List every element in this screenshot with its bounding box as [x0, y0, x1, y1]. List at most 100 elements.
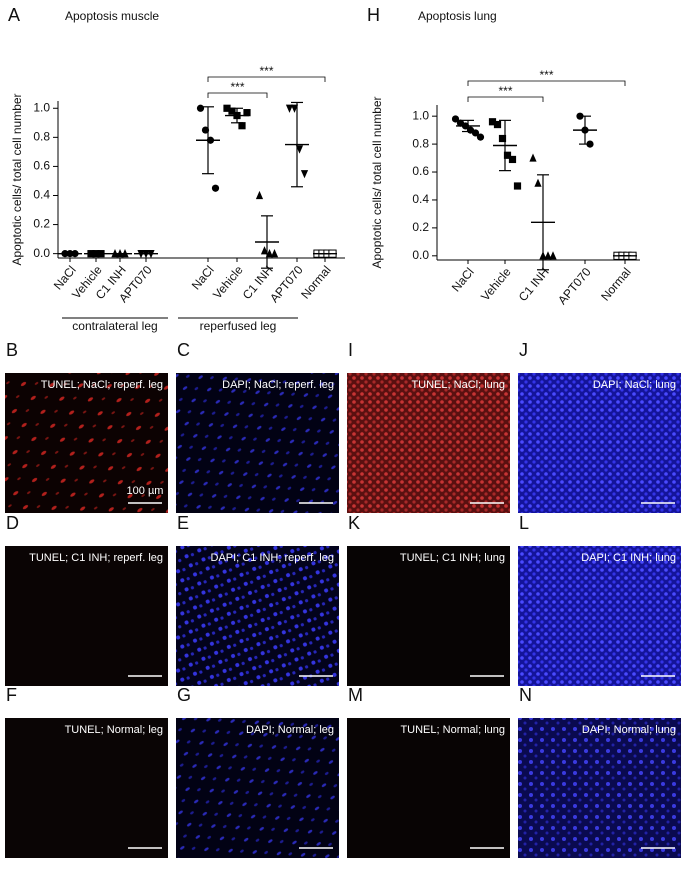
data-point — [255, 190, 264, 200]
x-tick-label: NaCl — [189, 263, 217, 292]
y-tick-label: 0.6 — [33, 159, 50, 173]
data-point — [238, 122, 246, 130]
data-point — [228, 107, 236, 115]
data-point — [270, 249, 279, 258]
group-label: contralateral leg — [72, 319, 157, 333]
data-point — [544, 251, 552, 260]
data-point — [534, 178, 542, 187]
x-tick-label: Normal — [598, 265, 634, 304]
panel-letter: N — [519, 685, 532, 705]
y-tick-label: 0.8 — [33, 130, 50, 144]
data-point — [488, 118, 497, 126]
y-tick-label: 0.4 — [412, 192, 429, 206]
significance-label: *** — [498, 84, 512, 98]
significance-bracket — [207, 76, 326, 82]
y-axis-label: Apoptotic cells/ total cell number — [370, 96, 384, 268]
data-point — [223, 104, 231, 112]
y-tick-label: 0.2 — [33, 217, 50, 231]
panel-letter: K — [348, 513, 360, 533]
micrograph — [5, 718, 168, 858]
significance-label: *** — [539, 68, 553, 82]
data-point — [211, 184, 220, 192]
x-tick-label: Vehicle — [478, 265, 514, 304]
x-tick-label: APT070 — [555, 265, 594, 307]
micrograph-caption: DAPI; NaCl; reperf. leg — [222, 379, 334, 391]
data-point — [549, 251, 557, 260]
data-point — [290, 104, 299, 113]
micrograph-caption: TUNEL; C1 INH; reperf. leg — [29, 552, 163, 564]
panel-letter: C — [177, 340, 190, 360]
scale-label: 100 µm — [127, 485, 164, 497]
data-point — [529, 153, 537, 162]
panel-letter: A — [8, 5, 20, 25]
micrograph — [347, 373, 510, 513]
significance-bracket — [467, 80, 626, 86]
data-point — [260, 246, 269, 255]
data-point — [295, 145, 304, 154]
micrograph — [176, 718, 339, 858]
data-point — [493, 120, 502, 129]
y-tick-label: 0.8 — [412, 136, 429, 150]
panel-letter: D — [6, 513, 19, 533]
x-tick-label: C1 INH — [516, 265, 552, 304]
y-tick-label: 0.4 — [33, 188, 50, 202]
micrograph-caption: DAPI; C1 INH; lung — [581, 552, 676, 564]
y-tick-label: 0.0 — [33, 246, 50, 260]
y-tick-label: 0.0 — [412, 248, 429, 262]
micrograph-caption: TUNEL; C1 INH; lung — [400, 552, 505, 564]
panel-letter: J — [519, 340, 528, 360]
data-point — [243, 109, 251, 117]
x-tick-label: NaCl — [449, 265, 477, 294]
data-point — [265, 249, 274, 258]
panel-letter: I — [348, 340, 353, 360]
panel-letter: G — [177, 685, 191, 705]
significance-label: *** — [259, 64, 273, 78]
data-point — [476, 133, 485, 141]
significance-label: *** — [230, 80, 244, 94]
significance-bracket — [207, 92, 268, 98]
data-point — [201, 126, 210, 134]
data-point — [503, 151, 512, 159]
panel-letter: E — [177, 513, 189, 533]
micrograph — [518, 373, 681, 513]
x-tick-label: Normal — [298, 263, 334, 302]
panel-letter: B — [6, 340, 18, 360]
micrograph-caption: TUNEL; Normal; leg — [65, 724, 163, 736]
group-label: reperfused leg — [200, 319, 277, 333]
data-point — [451, 115, 460, 123]
y-tick-label: 0.2 — [412, 220, 429, 234]
micrograph — [5, 373, 168, 513]
micrograph — [5, 546, 168, 686]
y-tick-label: 0.6 — [412, 164, 429, 178]
data-point — [300, 170, 309, 179]
micrograph — [347, 546, 510, 686]
y-tick-label: 1.0 — [33, 100, 50, 114]
data-point — [513, 182, 522, 190]
micrograph-caption: DAPI; C1 INH; reperf. leg — [211, 552, 335, 564]
significance-bracket — [467, 96, 544, 102]
x-tick-label: Vehicle — [210, 263, 246, 302]
micrograph — [518, 546, 681, 686]
micrograph-caption: TUNEL; NaCl; reperf. leg — [41, 379, 163, 391]
panel-letter: F — [6, 685, 17, 705]
micrograph — [176, 373, 339, 513]
y-tick-label: 1.0 — [412, 108, 429, 122]
x-tick-label: APT070 — [267, 263, 306, 305]
micrograph — [176, 546, 339, 686]
data-point — [498, 134, 507, 143]
data-point — [196, 104, 205, 112]
micrograph — [518, 718, 681, 858]
micrograph-caption: TUNEL; Normal; lung — [400, 724, 505, 736]
micrograph — [347, 718, 510, 858]
micrograph-caption: DAPI; NaCl; lung — [593, 379, 676, 391]
data-point — [285, 104, 294, 113]
micrograph-caption: DAPI; Normal; lung — [582, 724, 676, 736]
chart-title: Apoptosis muscle — [65, 9, 159, 23]
data-point — [508, 155, 517, 164]
micrograph-caption: DAPI; Normal; leg — [246, 724, 334, 736]
y-axis-label: Apoptotic cells/ total cell number — [10, 93, 24, 265]
panel-letter: M — [348, 685, 363, 705]
chart-title: Apoptosis lung — [418, 9, 497, 23]
micrograph-caption: TUNEL; NaCl; lung — [411, 379, 505, 391]
